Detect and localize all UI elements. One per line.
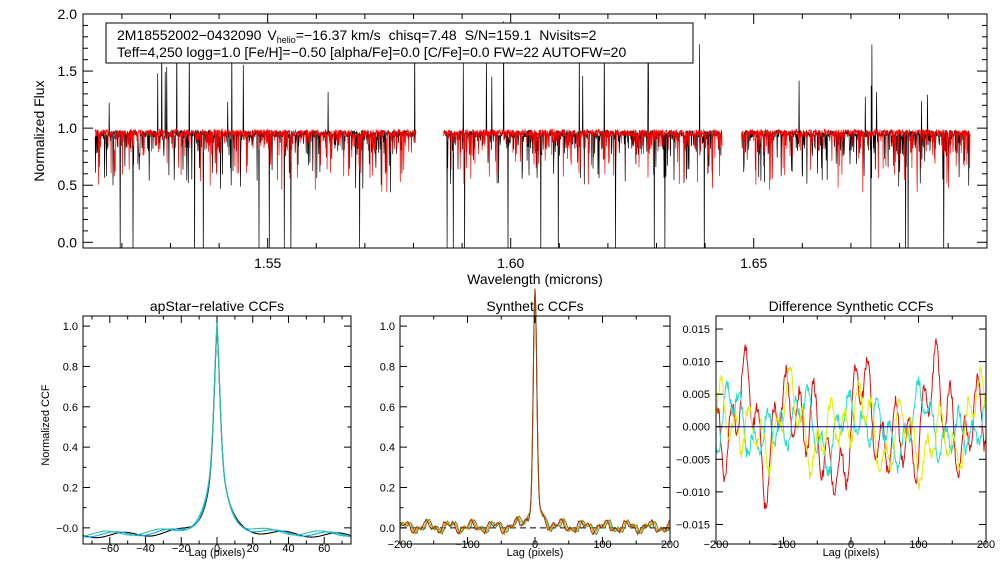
synthetic-x-tick-label: 100	[593, 539, 611, 551]
difference-y-tick-label: 0.010	[682, 357, 710, 369]
synthetic-ccf-y-tick-labels: 0.0 0.2 0.4 0.6 0.8 1.0	[380, 321, 395, 535]
apstar-x-tick-label: 60	[318, 543, 330, 555]
spectrum-annotation-line1: 2M18552002−0432090 Vhelio=−16.37 km/s chis…	[117, 27, 597, 45]
apstar-ccf-ticks	[83, 316, 351, 544]
annotation-vhelio-label: V	[267, 27, 277, 43]
spectrum-y-tick-label: 1.5	[58, 63, 78, 79]
synthetic-x-tick-label: 200	[661, 539, 679, 551]
difference-x-tick-label: 100	[909, 539, 927, 551]
difference-x-tick-label: −200	[704, 539, 729, 551]
spectrum-y-axis-label: Normalized Flux	[31, 80, 47, 181]
spectrum-x-tick-label: 1.55	[254, 255, 281, 271]
spectrum-axes-frame	[82, 13, 988, 249]
synthetic-y-tick-label: 0.6	[380, 402, 395, 414]
difference-ccf-title: Difference Synthetic CCFs	[769, 298, 934, 314]
apstar-y-tick-label: −0.0	[56, 523, 78, 535]
spectrum-model-chip-3-line	[741, 128, 971, 193]
spectrum-panel: 1.55 1.60 1.65 0.0 0.5 1.0 1.5 2.0 Wavel…	[31, 6, 988, 287]
annotation-sn: S/N=159.1	[465, 27, 532, 43]
synthetic-ccf-panel: Synthetic CCFs −200 −100 0 100 200 0.0 0…	[380, 288, 680, 559]
spectrum-annotation-line2: Teff=4,250 logg=1.0 [Fe/H]=−0.50 [alpha/…	[117, 44, 626, 60]
apstar-x-tick-label: 20	[247, 543, 259, 555]
difference-y-tick-label: 0.000	[682, 422, 710, 434]
apstar-x-tick-label: 0	[214, 543, 220, 555]
apstar-y-tick-label: 0.2	[63, 483, 78, 495]
annotation-star-id: 2M18552002−0432090	[117, 27, 262, 43]
spectrum-y-tick-label: 2.0	[58, 6, 78, 22]
spectrum-ticks	[83, 13, 987, 248]
apstar-ccf-title: apStar−relative CCFs	[150, 298, 284, 314]
spectrum-model-chip-2-line	[443, 128, 723, 189]
spectrum-plot-area	[94, 21, 971, 248]
difference-ccf-x-tick-labels: −200 −100 0 100 200	[704, 539, 996, 551]
apstar-ccf-y-axis-label: Normalized CCF	[40, 384, 52, 466]
spectrum-y-tick-label: 0.0	[58, 234, 78, 250]
synthetic-ccf-x-axis-label: Lag (pixels)	[507, 547, 564, 559]
synthetic-y-tick-label: 0.4	[380, 442, 395, 454]
spectrum-x-axis-label: Wavelength (microns)	[467, 271, 603, 287]
annotation-chisq: chisq=7.48	[389, 27, 457, 43]
difference-y-tick-label: −0.005	[676, 454, 710, 466]
apstar-x-tick-label: 40	[282, 543, 294, 555]
spectrum-x-tick-label: 1.60	[497, 255, 524, 271]
synthetic-ccf-lines	[399, 288, 671, 536]
synthetic-y-tick-label: 0.8	[380, 361, 395, 373]
difference-ccf-lines	[716, 338, 986, 510]
difference-y-tick-label: 0.005	[682, 389, 710, 401]
synthetic-x-tick-label: −100	[455, 539, 480, 551]
spectrum-y-tick-label: 0.5	[58, 177, 78, 193]
spectrum-y-tick-label: 1.0	[58, 120, 78, 136]
apstar-ccf-x-axis-label: Lag (pixels)	[189, 547, 246, 559]
synthetic-synth-brown-line	[399, 288, 671, 536]
apstar-x-tick-label: −40	[136, 543, 155, 555]
difference-diff-yellow-line	[716, 365, 986, 490]
difference-ccf-ticks	[715, 316, 987, 544]
apstar-x-tick-label: −20	[172, 543, 191, 555]
difference-ccf-y-tick-labels: −0.015 −0.010 −0.005 0.000 0.005 0.010 0…	[676, 324, 710, 531]
difference-diff-cyan-line	[716, 376, 986, 477]
apstar-y-tick-label: 0.8	[63, 361, 78, 373]
difference-ccf-x-axis-label: Lag (pixels)	[823, 547, 880, 559]
synthetic-x-tick-label: −200	[388, 539, 413, 551]
difference-ccf-panel: Difference Synthetic CCFs −200 −100 0 10…	[676, 298, 995, 559]
spectrum-model-chip-1-line	[94, 128, 417, 192]
difference-x-tick-label: −100	[771, 539, 796, 551]
synthetic-ccf-ticks	[399, 316, 671, 544]
spectrum-annotation-box	[105, 22, 694, 64]
apstar-ccf-x-tick-labels: −60 −40 −20 0 20 40 60	[100, 543, 330, 555]
difference-y-tick-label: 0.015	[682, 324, 710, 336]
synthetic-y-tick-label: 1.0	[380, 321, 395, 333]
apstar-ccf-y-tick-labels: −0.0 0.2 0.4 0.6 0.8 1.0	[56, 321, 78, 535]
synthetic-x-tick-label: 0	[532, 539, 538, 551]
annotation-vhelio-value: =−16.37 km/s	[296, 27, 381, 43]
difference-y-tick-label: −0.010	[676, 487, 710, 499]
apstar-x-tick-label: −60	[100, 543, 119, 555]
synthetic-y-tick-label: 0.0	[380, 523, 395, 535]
synthetic-y-tick-label: 0.2	[380, 483, 395, 495]
apstar-y-tick-label: 0.4	[63, 442, 78, 454]
difference-y-tick-label: −0.015	[676, 519, 710, 531]
apstar-ccf-panel: apStar−relative CCFs −60 −40 −20 0 20 40…	[40, 298, 352, 559]
apstar-y-tick-label: 1.0	[63, 321, 78, 333]
annotation-vhelio-subscript: helio	[277, 35, 296, 45]
synthetic-ccf-x-tick-labels: −200 −100 0 100 200	[388, 539, 680, 551]
difference-x-tick-label: 0	[848, 539, 854, 551]
spectrum-x-tick-label: 1.65	[740, 255, 767, 271]
apstar-y-tick-label: 0.6	[63, 402, 78, 414]
annotation-nvisits: Nvisits=2	[539, 27, 596, 43]
difference-x-tick-label: 200	[977, 539, 995, 551]
